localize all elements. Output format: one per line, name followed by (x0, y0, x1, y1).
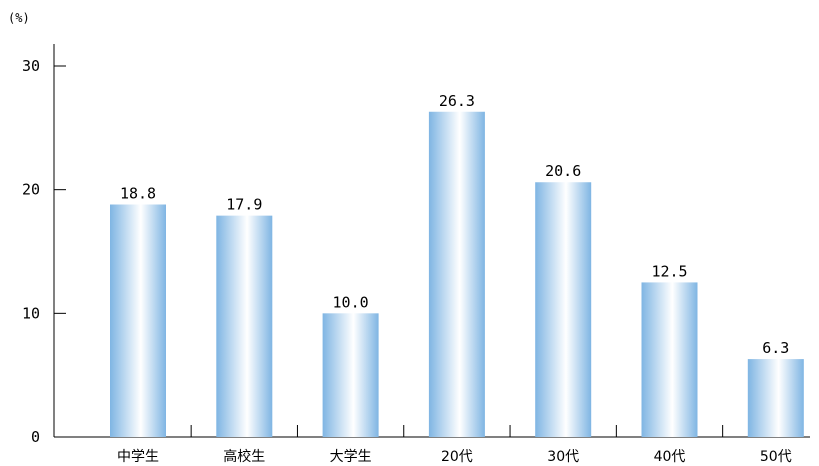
y-tick-label: 20 (22, 181, 40, 199)
bars (110, 111, 804, 438)
y-axis-unit-label: (%) (8, 11, 30, 25)
x-category-label: 40代 (654, 449, 686, 465)
bar (110, 204, 166, 437)
bar (641, 282, 698, 437)
bar-value-label: 26.3 (439, 92, 475, 110)
bar-value-label: 6.3 (762, 339, 789, 357)
x-category-label: 大学生 (330, 449, 372, 465)
bar (747, 359, 804, 437)
y-tick-label: 10 (22, 304, 40, 322)
bar-value-label: 18.8 (120, 185, 156, 203)
x-category-label: 30代 (547, 449, 579, 465)
bar-value-label: 20.6 (545, 162, 581, 180)
x-category-label: 高校生 (223, 448, 265, 465)
y-tick-label: 0 (31, 428, 40, 446)
bar-value-label: 10.0 (333, 293, 369, 311)
x-category-label: 50代 (760, 449, 792, 465)
labels: 0 10 20 30 18.8 中学生 17.9 高校生 10.0 大学生 26.3 20代 20.6 3… (22, 57, 792, 465)
x-category-label: 中学生 (117, 449, 159, 465)
y-tick-label: 30 (22, 57, 40, 75)
bar (428, 111, 485, 438)
bar (322, 313, 379, 437)
bar (535, 182, 592, 437)
bar-value-label: 12.5 (651, 262, 687, 280)
bar (216, 215, 273, 437)
bar-value-label: 17.9 (226, 196, 262, 214)
x-category-label: 20代 (441, 449, 473, 465)
